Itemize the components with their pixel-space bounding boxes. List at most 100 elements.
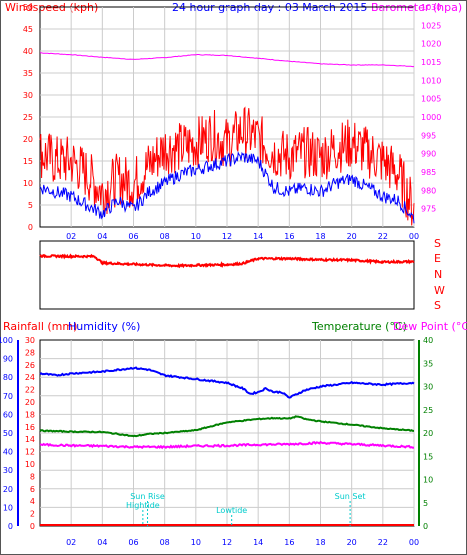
x-tick-label: 10 (191, 232, 201, 241)
humidity-tick-label: 24 (25, 373, 35, 382)
windspeed-tick-label: 0 (28, 223, 33, 232)
x-tick-label: 10 (191, 538, 201, 547)
rainfall-tick-label: 50 (3, 429, 13, 438)
gust-line (39, 151, 415, 224)
barometer-tick-label: 995 (421, 131, 436, 140)
barometer-tick-label: 975 (421, 205, 436, 214)
temperature-tick-label: 35 (423, 359, 433, 368)
barometer-tick-label: 1010 (421, 76, 441, 85)
compass-label: N (434, 268, 442, 281)
rainfall-tick-label: 0 (8, 522, 13, 531)
barometer-tick-label: 1020 (421, 40, 441, 49)
rainfall-tick-label: 30 (3, 466, 13, 475)
windspeed-tick-label: 10 (23, 179, 33, 188)
temperature-tick-label: 5 (423, 499, 428, 508)
x-tick-label: 14 (253, 232, 263, 241)
rainfall-tick-label: 10 (3, 503, 13, 512)
humidity-tick-label: 6 (30, 485, 35, 494)
temperature-tick-label: 30 (423, 383, 433, 392)
barometer-tick-label: 1025 (421, 21, 441, 30)
temperature-tick-label: 40 (423, 336, 433, 345)
annotation-label: Sun Rise (130, 492, 165, 501)
rainfall-tick-label: 70 (3, 392, 13, 401)
temperature-tick-label: 25 (423, 406, 433, 415)
rainfall-tick-label: 20 (3, 485, 13, 494)
humidity-tick-label: 8 (30, 472, 35, 481)
x-tick-label: 00 (409, 538, 419, 547)
humidity-tick-label: 14 (25, 435, 35, 444)
wind-panel-series (39, 52, 415, 226)
x-tick-label: 04 (97, 232, 107, 241)
humidity-panel-grid (40, 340, 415, 526)
temperature-tick-label: 20 (423, 429, 433, 438)
humidity-panel-axes: 0102030405060708090100024681012141618202… (0, 336, 433, 547)
windspeed-tick-label: 35 (23, 69, 33, 78)
x-tick-label: 16 (284, 232, 294, 241)
rainfall-tick-label: 100 (0, 336, 13, 345)
direction-panel-border (39, 240, 415, 310)
windspeed-tick-label: 30 (23, 91, 33, 100)
barometer-axis-label: Barometer (hpa) (371, 1, 462, 14)
temperature-axis-label: Temperature (°C) (311, 320, 407, 333)
x-tick-label: 02 (66, 538, 76, 547)
barometer-tick-label: 1030 (421, 3, 441, 12)
x-tick-label: 12 (222, 232, 232, 241)
humidity-axis-label: Humidity (%) (68, 320, 140, 333)
dewpoint-axis-label: Dew Point (°C) (393, 320, 467, 333)
compass-label: E (434, 252, 441, 265)
windspeed-line (39, 106, 415, 226)
windspeed-tick-label: 25 (23, 113, 33, 122)
barometer-tick-label: 1015 (421, 58, 441, 67)
barometer-tick-label: 1000 (421, 113, 441, 122)
x-tick-label: 08 (160, 538, 170, 547)
windspeed-tick-label: 20 (23, 135, 33, 144)
x-tick-label: 16 (284, 538, 294, 547)
rainfall-tick-label: 90 (3, 355, 13, 364)
humidity-tick-label: 10 (25, 460, 35, 469)
x-tick-label: 20 (347, 538, 357, 547)
x-tick-label: 02 (66, 232, 76, 241)
x-tick-label: 20 (347, 232, 357, 241)
compass-label: W (434, 284, 445, 297)
wind-direction-line (39, 253, 415, 269)
x-tick-label: 04 (97, 538, 107, 547)
barometer-tick-label: 980 (421, 186, 436, 195)
annotation-label: Lowtide (216, 506, 247, 515)
windspeed-tick-label: 45 (23, 25, 33, 34)
x-tick-label: 06 (128, 538, 138, 547)
rainfall-axis-label: Rainfall (mm) (3, 320, 77, 333)
dewpoint-line (39, 440, 415, 450)
humidity-tick-label: 2 (30, 510, 35, 519)
temperature-tick-label: 10 (423, 476, 433, 485)
x-tick-label: 12 (222, 538, 232, 547)
humidity-tick-label: 16 (25, 423, 35, 432)
humidity-line (39, 366, 415, 399)
x-tick-label: 22 (378, 538, 388, 547)
barometer-tick-label: 1005 (421, 95, 441, 104)
humidity-tick-label: 18 (25, 410, 35, 419)
compass-label: S (434, 299, 441, 312)
rainfall-tick-label: 60 (3, 410, 13, 419)
humidity-tick-label: 30 (25, 336, 35, 345)
windspeed-tick-label: 15 (23, 157, 33, 166)
compass-label: S (434, 237, 441, 250)
x-tick-label: 06 (128, 232, 138, 241)
humidity-panel-series (39, 366, 415, 526)
x-tick-label: 08 (160, 232, 170, 241)
humidity-tick-label: 12 (25, 448, 35, 457)
humidity-tick-label: 20 (25, 398, 35, 407)
rainfall-tick-label: 80 (3, 373, 13, 382)
annotation-label: Hightide (126, 501, 160, 510)
humidity-tick-label: 26 (25, 361, 35, 370)
windspeed-tick-label: 50 (23, 3, 33, 12)
annotation-label: Sun Set (335, 492, 366, 501)
rainfall-tick-label: 40 (3, 448, 13, 457)
x-tick-label: 18 (315, 538, 325, 547)
humidity-tick-label: 28 (25, 348, 35, 357)
x-tick-label: 18 (315, 232, 325, 241)
x-tick-label: 14 (253, 538, 263, 547)
direction-panel-series (39, 253, 415, 269)
x-tick-label: 22 (378, 232, 388, 241)
